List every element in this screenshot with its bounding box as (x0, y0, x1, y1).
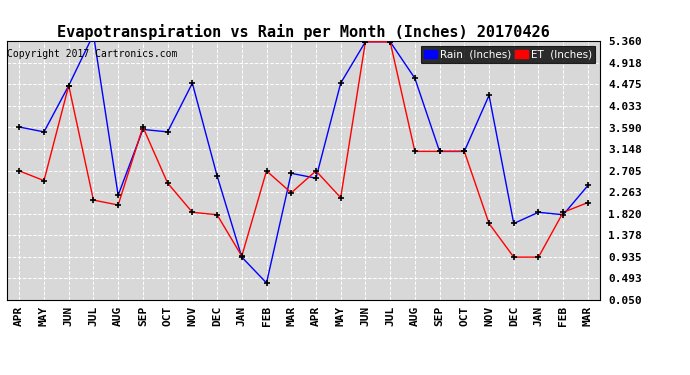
Legend: Rain  (Inches), ET  (Inches): Rain (Inches), ET (Inches) (421, 46, 595, 63)
Text: Copyright 2017 Cartronics.com: Copyright 2017 Cartronics.com (8, 49, 178, 59)
Title: Evapotranspiration vs Rain per Month (Inches) 20170426: Evapotranspiration vs Rain per Month (In… (57, 24, 550, 40)
